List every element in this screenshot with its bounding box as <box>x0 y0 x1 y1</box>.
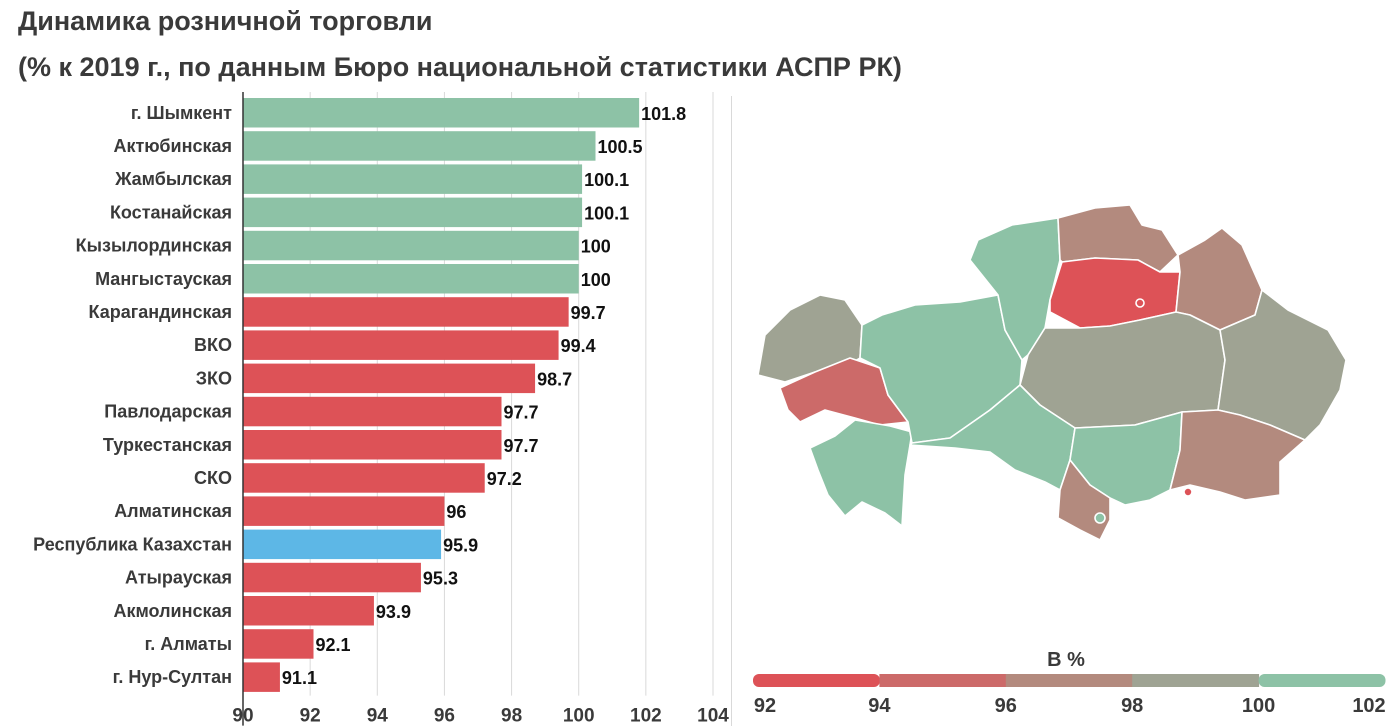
value-label: 91.1 <box>282 668 317 688</box>
value-label: 100.1 <box>584 203 629 223</box>
value-label: 99.4 <box>561 336 596 356</box>
bar <box>243 562 421 593</box>
value-label: 100.1 <box>584 170 629 190</box>
value-label: 101.8 <box>641 104 686 124</box>
bar <box>243 396 502 427</box>
color-scale-legend: В % 92 94 96 98 100 102 <box>753 649 1386 717</box>
kazakhstan-map <box>757 204 1347 541</box>
value-label: 99.7 <box>571 303 606 323</box>
value-label: 96 <box>446 502 466 522</box>
value-label: 100.5 <box>598 137 643 157</box>
map-region-mangystau <box>809 419 913 527</box>
value-label: 100 <box>581 237 611 257</box>
legend-title: В % <box>1047 649 1085 671</box>
value-label: 93.9 <box>376 602 411 622</box>
bar <box>243 496 445 526</box>
value-label: 95.3 <box>423 569 458 589</box>
value-label: 95.9 <box>443 535 478 555</box>
legend-swatch <box>879 674 1007 687</box>
legend-tick-label: 94 <box>868 695 891 717</box>
bar <box>243 463 485 493</box>
value-label: 98.7 <box>537 369 572 389</box>
category-label: Павлодарская <box>104 402 232 422</box>
legend-tick-label: 98 <box>1121 695 1143 717</box>
legend-swatch <box>1258 674 1386 687</box>
bar-chart: г. Шымкент 101.8 Актюбинская 100.5 Жамбылска… <box>33 92 729 727</box>
map-city-almaty <box>1183 487 1193 497</box>
chart-subtitle: (% к 2019 г., по данным Бюро национально… <box>18 52 902 82</box>
category-label: Туркестанская <box>103 435 232 455</box>
bar <box>243 596 374 626</box>
bar <box>243 330 559 360</box>
bar <box>243 230 579 261</box>
x-tick-label: 96 <box>434 706 455 727</box>
x-tick-label: 100 <box>563 706 595 727</box>
category-label: Кызылординская <box>76 236 232 256</box>
category-label: СКО <box>194 468 232 488</box>
category-label: Мангыстауская <box>95 269 232 289</box>
bar <box>243 98 640 128</box>
chart-title: Динамика розничной торговли <box>18 6 433 36</box>
x-tick-label: 102 <box>630 706 662 727</box>
legend-tick-label: 100 <box>1242 695 1275 717</box>
category-label: Актюбинская <box>113 136 232 156</box>
bar <box>243 131 596 161</box>
legend-tick-label: 102 <box>1352 695 1385 717</box>
map-city-nursultan <box>1135 298 1145 308</box>
legend-tick-label: 92 <box>754 695 776 717</box>
legend-swatch <box>1132 674 1260 687</box>
x-tick-label: 104 <box>697 706 729 727</box>
category-label: г. Шымкент <box>131 103 232 123</box>
legend-tick-label: 96 <box>995 695 1017 717</box>
category-label: Республика Казахстан <box>33 534 232 554</box>
legend-swatch <box>753 674 880 687</box>
value-label: 100 <box>581 270 611 290</box>
category-label: Карагандинская <box>89 302 233 322</box>
category-label: Акмолинская <box>113 601 232 621</box>
value-label: 97.2 <box>487 469 522 489</box>
bar <box>243 629 314 659</box>
panel-divider <box>731 96 732 726</box>
category-label: Атырауская <box>125 568 232 588</box>
bar <box>243 662 280 692</box>
legend-swatch <box>1005 674 1133 687</box>
category-label: ЗКО <box>196 368 232 388</box>
category-label: г. Алматы <box>145 634 232 654</box>
category-label: Алматинская <box>114 501 232 521</box>
bar <box>243 264 579 294</box>
bar <box>243 363 536 394</box>
x-tick-label: 90 <box>232 706 253 727</box>
category-label: Жамбылская <box>114 169 232 189</box>
x-tick-label: 98 <box>501 706 522 727</box>
value-label: 97.7 <box>504 436 539 456</box>
category-label: г. Нур-Султан <box>113 667 232 687</box>
value-label: 97.7 <box>504 403 539 423</box>
bar <box>243 197 583 228</box>
bar <box>243 164 583 194</box>
map-city-shymkent <box>1094 512 1106 524</box>
map-region-almaty-obl <box>1169 409 1306 501</box>
map-region-atyrau <box>779 357 909 426</box>
category-label: ВКО <box>194 335 232 355</box>
value-label: 92.1 <box>316 635 351 655</box>
x-tick-label: 92 <box>300 706 321 727</box>
bar <box>243 529 442 560</box>
x-tick-label: 94 <box>367 706 389 727</box>
bar <box>243 297 569 327</box>
category-label: Костанайская <box>110 202 232 222</box>
bar <box>243 430 502 460</box>
